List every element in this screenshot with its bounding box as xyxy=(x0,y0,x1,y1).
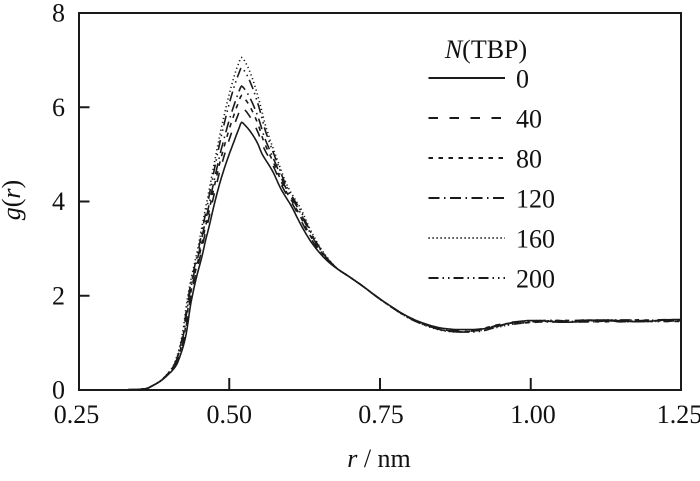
svg-text:80: 80 xyxy=(516,145,542,174)
svg-text:0.25: 0.25 xyxy=(54,400,100,429)
svg-text:40: 40 xyxy=(516,105,542,134)
svg-text:1.00: 1.00 xyxy=(510,400,556,429)
svg-text:g(r): g(r) xyxy=(0,180,26,220)
svg-text:0: 0 xyxy=(52,376,65,405)
svg-text:1.25: 1.25 xyxy=(657,400,700,429)
svg-text:N(TBP): N(TBP) xyxy=(444,35,527,64)
svg-text:0.75: 0.75 xyxy=(358,400,404,429)
svg-text:120: 120 xyxy=(516,185,555,214)
svg-text:8: 8 xyxy=(52,0,65,28)
svg-text:6: 6 xyxy=(52,93,65,122)
svg-text:4: 4 xyxy=(52,187,65,216)
svg-text:0.50: 0.50 xyxy=(207,400,253,429)
svg-text:200: 200 xyxy=(516,265,555,294)
svg-text:160: 160 xyxy=(516,225,555,254)
svg-text:2: 2 xyxy=(52,281,65,310)
svg-text:r / nm: r / nm xyxy=(347,444,411,473)
svg-text:0: 0 xyxy=(516,65,529,94)
